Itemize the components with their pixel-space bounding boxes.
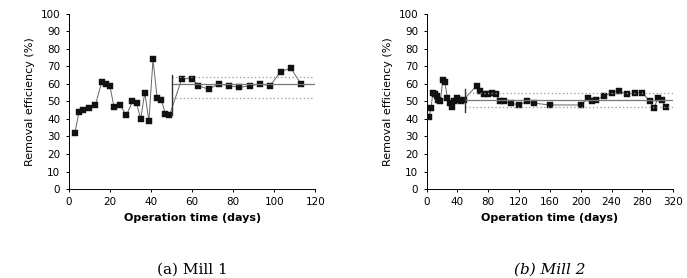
Text: (b) Mill 2: (b) Mill 2 xyxy=(514,263,585,277)
Y-axis label: Removal efficiency (%): Removal efficiency (%) xyxy=(383,37,393,166)
X-axis label: Operation time (days): Operation time (days) xyxy=(482,213,618,223)
Text: (a) Mill 1: (a) Mill 1 xyxy=(157,263,227,277)
Y-axis label: Removal efficiency (%): Removal efficiency (%) xyxy=(25,37,35,166)
X-axis label: Operation time (days): Operation time (days) xyxy=(124,213,260,223)
